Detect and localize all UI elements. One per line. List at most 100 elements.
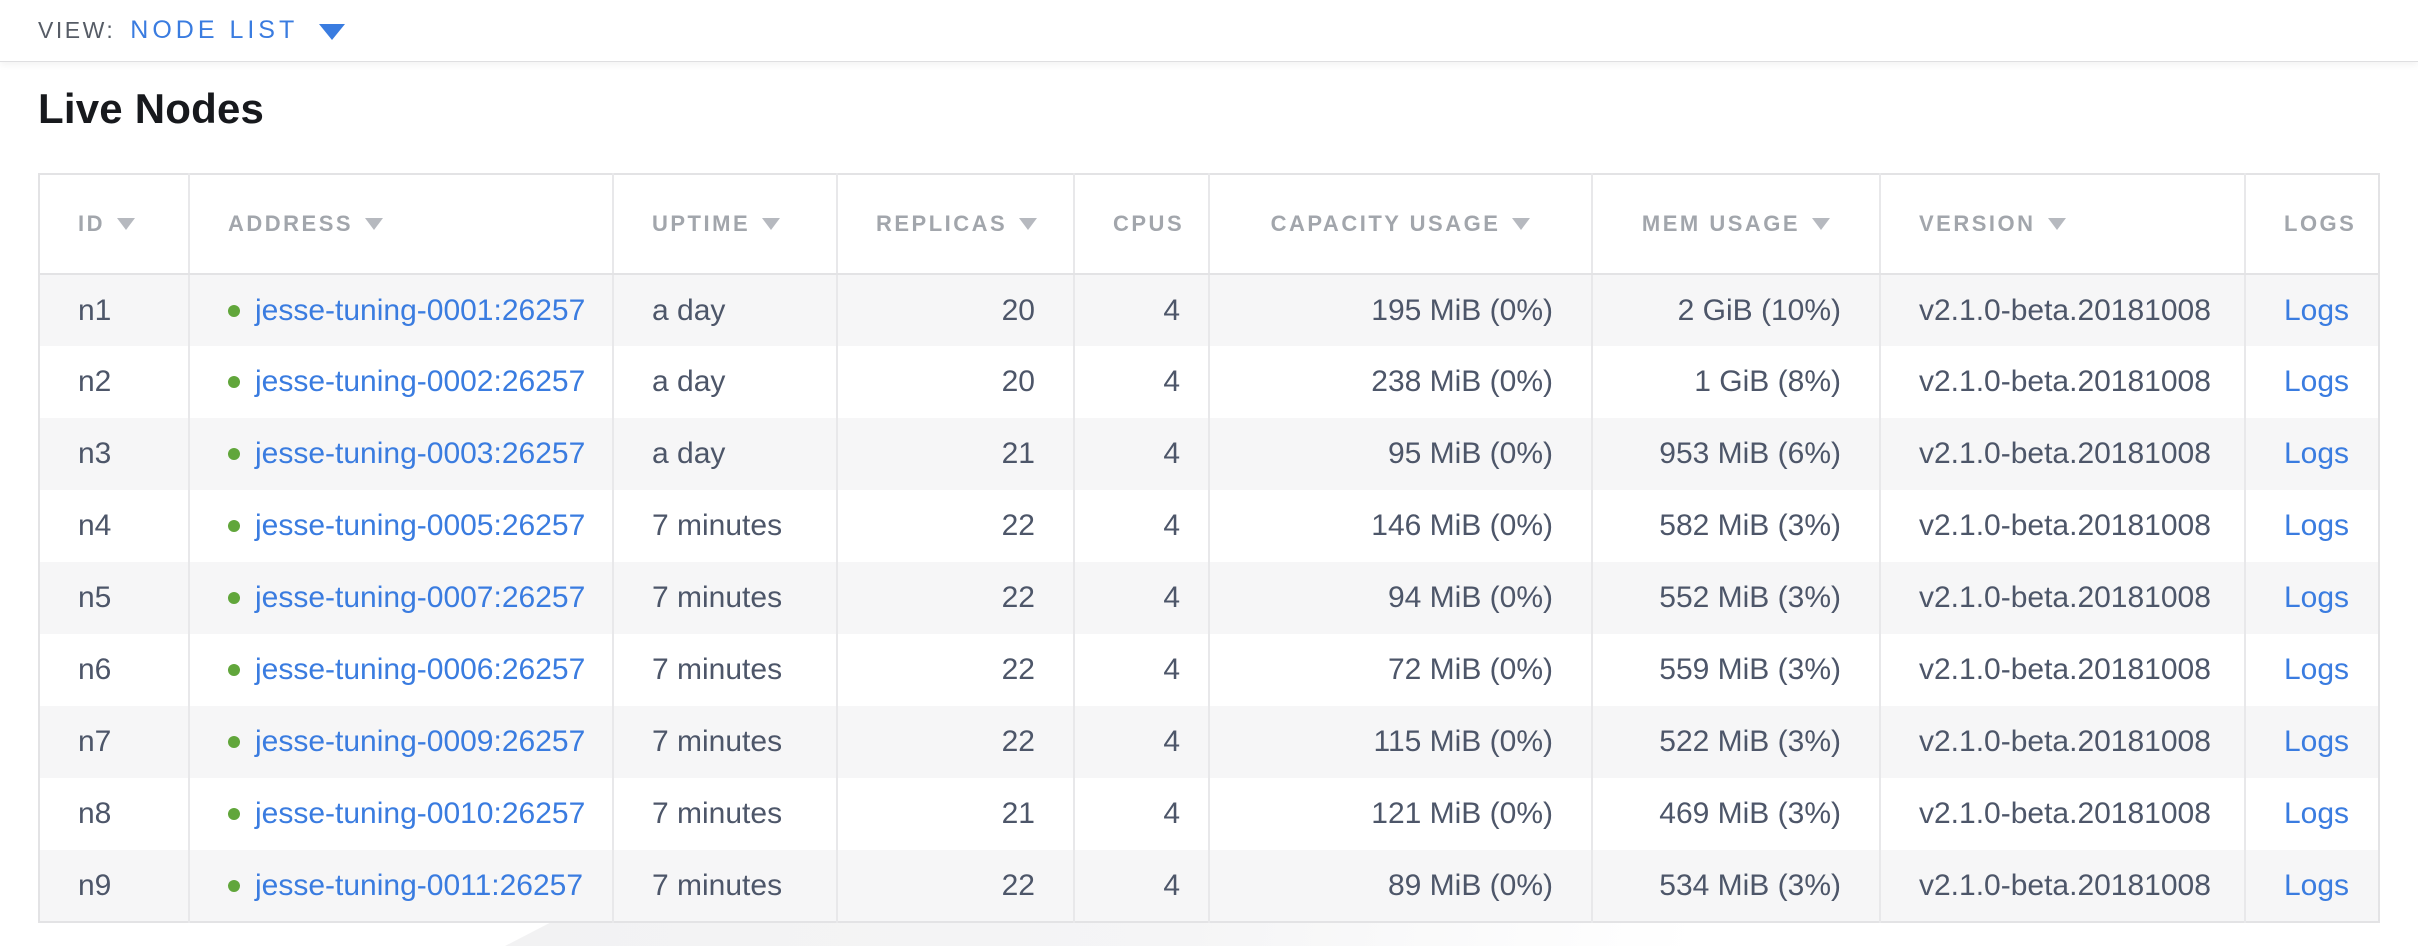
cell-logs: Logs bbox=[2244, 706, 2379, 778]
node-logs-link[interactable]: Logs bbox=[2284, 725, 2350, 758]
node-logs-link[interactable]: Logs bbox=[2284, 437, 2350, 470]
cell-uptime: 7 minutes bbox=[612, 706, 837, 778]
cell-cpus: 4 bbox=[1073, 418, 1209, 490]
healthy-status-icon bbox=[228, 664, 240, 676]
column-header-label: CAPACITY USAGE bbox=[1270, 211, 1501, 236]
cell-capacity_usage: 94 MiB (0%) bbox=[1208, 562, 1592, 634]
cell-replicas: 21 bbox=[836, 418, 1074, 490]
column-header-cpus: CPUS bbox=[1073, 174, 1209, 275]
cell-capacity_usage: 146 MiB (0%) bbox=[1208, 490, 1592, 562]
cell-mem_usage: 559 MiB (3%) bbox=[1591, 634, 1880, 706]
cell-mem_usage: 522 MiB (3%) bbox=[1591, 706, 1880, 778]
cell-address: jesse-tuning-0006:26257 bbox=[188, 634, 613, 706]
node-logs-link[interactable]: Logs bbox=[2284, 293, 2350, 327]
node-address-link[interactable]: jesse-tuning-0006:26257 bbox=[255, 653, 586, 686]
cell-logs: Logs bbox=[2244, 490, 2379, 562]
cell-mem_usage: 953 MiB (6%) bbox=[1591, 418, 1880, 490]
cell-mem_usage: 469 MiB (3%) bbox=[1591, 778, 1880, 850]
column-header-replicas[interactable]: REPLICAS bbox=[836, 174, 1074, 275]
column-header-label: ID bbox=[78, 211, 105, 236]
cell-logs: Logs bbox=[2244, 778, 2379, 850]
column-header-address[interactable]: ADDRESS bbox=[188, 174, 613, 275]
cell-id: n6 bbox=[78, 653, 112, 686]
node-address-link[interactable]: jesse-tuning-0005:26257 bbox=[255, 509, 586, 542]
cell-cpus: 4 bbox=[1073, 490, 1209, 562]
node-logs-link[interactable]: Logs bbox=[2284, 797, 2350, 830]
node-address-link[interactable]: jesse-tuning-0002:26257 bbox=[255, 365, 586, 398]
node-logs-link[interactable]: Logs bbox=[2284, 653, 2350, 686]
healthy-status-icon bbox=[228, 520, 240, 532]
cell-mem_usage: 582 MiB (3%) bbox=[1591, 490, 1880, 562]
cell-id: n2 bbox=[78, 365, 112, 398]
column-header-label: MEM USAGE bbox=[1641, 211, 1801, 236]
view-dropdown[interactable]: NODE LIST bbox=[130, 16, 346, 45]
cell-replicas: 20 bbox=[836, 346, 1074, 418]
cell-cpus: 4 bbox=[1073, 850, 1209, 922]
node-logs-link[interactable]: Logs bbox=[2284, 509, 2350, 542]
cell-replicas: 20 bbox=[836, 274, 1074, 346]
cell-id: n7 bbox=[78, 725, 112, 758]
node-address-link[interactable]: jesse-tuning-0010:26257 bbox=[255, 797, 586, 830]
cell-address: jesse-tuning-0010:26257 bbox=[188, 778, 613, 850]
cell-logs: Logs bbox=[2244, 634, 2379, 706]
node-address-link[interactable]: jesse-tuning-0007:26257 bbox=[255, 581, 586, 614]
view-label: VIEW: bbox=[38, 17, 116, 43]
cell-address: jesse-tuning-0009:26257 bbox=[188, 706, 613, 778]
node-logs-link[interactable]: Logs bbox=[2284, 868, 2350, 902]
node-address-link[interactable]: jesse-tuning-0001:26257 bbox=[255, 293, 586, 327]
healthy-status-icon bbox=[228, 304, 240, 317]
node-logs-link[interactable]: Logs bbox=[2284, 581, 2350, 614]
column-header-label: VERSION bbox=[1919, 211, 2036, 236]
cell-capacity_usage: 95 MiB (0%) bbox=[1208, 418, 1592, 490]
cell-cpus: 4 bbox=[1073, 634, 1209, 706]
healthy-status-icon bbox=[228, 448, 240, 460]
cell-uptime: a day bbox=[612, 274, 837, 346]
cell-address: jesse-tuning-0007:26257 bbox=[188, 562, 613, 634]
cell-address: jesse-tuning-0001:26257 bbox=[188, 274, 613, 346]
cell-uptime: a day bbox=[612, 418, 837, 490]
cell-capacity_usage: 121 MiB (0%) bbox=[1208, 778, 1592, 850]
node-address-link[interactable]: jesse-tuning-0009:26257 bbox=[255, 725, 586, 758]
table-row: n9 jesse-tuning-0011:26257 7 minutes 22 4 89 … bbox=[39, 850, 2379, 922]
node-logs-link[interactable]: Logs bbox=[2284, 365, 2350, 398]
node-address-link[interactable]: jesse-tuning-0003:26257 bbox=[255, 437, 586, 470]
page-title: Live Nodes bbox=[38, 85, 265, 132]
healthy-status-icon bbox=[228, 808, 240, 820]
cell-cpus: 4 bbox=[1073, 274, 1209, 346]
column-header-version[interactable]: VERSION bbox=[1879, 174, 2245, 275]
column-header-mem_usage[interactable]: MEM USAGE bbox=[1591, 174, 1880, 275]
cell-logs: Logs bbox=[2244, 562, 2379, 634]
cell-id: n5 bbox=[78, 581, 112, 614]
cell-id: n3 bbox=[78, 437, 112, 470]
cell-version: v2.1.0-beta.20181008 bbox=[1879, 490, 2245, 562]
column-header-id[interactable]: ID bbox=[39, 174, 189, 275]
column-header-capacity_usage[interactable]: CAPACITY USAGE bbox=[1208, 174, 1592, 275]
column-header-uptime[interactable]: UPTIME bbox=[612, 174, 837, 275]
cell-replicas: 22 bbox=[836, 562, 1074, 634]
cell-capacity_usage: 115 MiB (0%) bbox=[1208, 706, 1592, 778]
cell-capacity_usage: 195 MiB (0%) bbox=[1208, 274, 1592, 346]
cell-mem_usage: 534 MiB (3%) bbox=[1591, 850, 1880, 922]
cell-address: jesse-tuning-0003:26257 bbox=[188, 418, 613, 490]
cell-version: v2.1.0-beta.20181008 bbox=[1879, 778, 2245, 850]
cell-uptime: 7 minutes bbox=[612, 562, 837, 634]
cell-address: jesse-tuning-0002:26257 bbox=[188, 346, 613, 418]
cell-mem_usage: 552 MiB (3%) bbox=[1591, 562, 1880, 634]
live-nodes-table: ID ADDRESS UPTIME REPLICAS CPUS CAPACITY USAG… bbox=[38, 173, 2380, 923]
view-dropdown-value: NODE LIST bbox=[130, 16, 299, 44]
column-header-label: REPLICAS bbox=[876, 211, 1008, 236]
table-row: n1 jesse-tuning-0001:26257 a day 20 4 195 MiB… bbox=[39, 274, 2379, 346]
healthy-status-icon bbox=[228, 736, 240, 748]
cell-uptime: a day bbox=[612, 346, 837, 418]
node-address-link[interactable]: jesse-tuning-0011:26257 bbox=[255, 868, 584, 902]
cell-replicas: 21 bbox=[836, 778, 1074, 850]
column-header-label: UPTIME bbox=[652, 211, 751, 236]
healthy-status-icon bbox=[228, 879, 240, 892]
cell-version: v2.1.0-beta.20181008 bbox=[1879, 346, 2245, 418]
sort-descending-icon bbox=[1019, 218, 1038, 230]
cell-uptime: 7 minutes bbox=[612, 490, 837, 562]
table-body: n1 jesse-tuning-0001:26257 a day 20 4 195 MiB… bbox=[39, 274, 2379, 922]
cell-logs: Logs bbox=[2244, 850, 2379, 922]
cell-replicas: 22 bbox=[836, 490, 1074, 562]
cell-id: n8 bbox=[78, 797, 112, 830]
